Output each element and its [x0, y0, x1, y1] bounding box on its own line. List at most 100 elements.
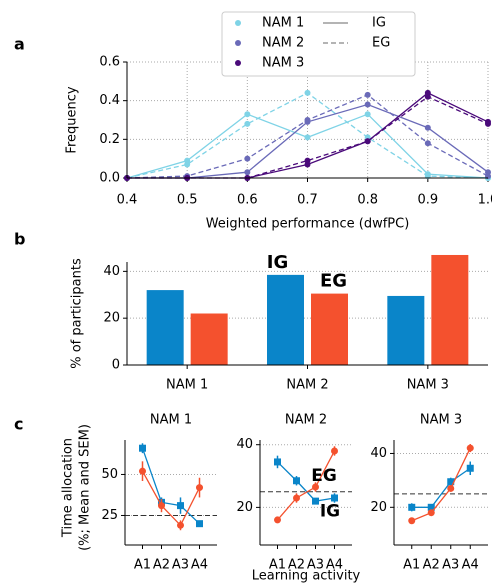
y-axis-label: Time allocation: [61, 438, 76, 538]
marker: [427, 503, 435, 511]
y-tick-label: 0.0: [99, 171, 120, 186]
series-label: IG: [320, 501, 340, 521]
marker: [196, 484, 203, 492]
point: [485, 120, 491, 127]
marker: [447, 478, 455, 486]
x-tick-label: A2: [153, 558, 170, 573]
subplot-title: NAM 2: [285, 413, 327, 428]
marker: [293, 477, 300, 485]
point: [304, 157, 311, 164]
x-tick-label: 1.0: [478, 193, 492, 208]
legend-box: [221, 11, 416, 77]
point: [244, 155, 251, 162]
x-axis-label: Learning activity: [252, 569, 361, 584]
x-tick-label: A4: [462, 558, 479, 573]
panel-label: a: [14, 35, 25, 54]
marker: [274, 458, 281, 466]
x-tick-label: A1: [134, 558, 151, 573]
x-tick-label: 0.7: [297, 193, 318, 208]
line: [277, 450, 336, 521]
x-tick-label: A3: [172, 558, 189, 573]
y-tick-label: 50: [101, 467, 118, 482]
line: [141, 447, 200, 525]
subplot-title: NAM 3: [420, 413, 462, 428]
y-tick-label: 40: [103, 264, 120, 279]
marker: [312, 497, 319, 505]
marker: [447, 484, 455, 492]
marker: [177, 521, 184, 529]
marker: [293, 494, 300, 502]
panel-label: c: [14, 415, 23, 434]
y-tick-label: 0.4: [99, 93, 120, 108]
legend-label: EG: [372, 36, 390, 51]
point: [304, 89, 311, 96]
line: [141, 470, 201, 527]
line: [411, 467, 471, 508]
point: [304, 134, 311, 141]
marker: [139, 467, 146, 475]
series-label: EG: [320, 271, 347, 292]
legend-label: NAM 3: [262, 56, 304, 71]
point: [424, 93, 431, 100]
y-tick-label: 20: [370, 500, 387, 515]
legend-label: NAM 2: [262, 36, 304, 51]
bar: [146, 290, 184, 365]
marker: [196, 520, 203, 528]
marker: [408, 503, 416, 511]
point: [424, 124, 431, 131]
y-tick-label: 25: [101, 508, 118, 523]
marker: [139, 444, 146, 452]
point: [424, 140, 431, 147]
legend-marker: [235, 60, 241, 66]
subplot-title: NAM 1: [150, 413, 192, 428]
line: [411, 447, 471, 522]
marker: [331, 447, 338, 455]
x-tick-label: NAM 2: [286, 378, 328, 393]
x-tick-label: NAM 3: [407, 378, 449, 393]
legend-marker: [235, 20, 241, 26]
marker: [466, 464, 474, 472]
x-tick-label: A2: [423, 558, 440, 573]
legend-label: NAM 1: [262, 16, 304, 31]
marker: [408, 517, 416, 525]
marker: [158, 502, 165, 510]
y-axis-label: (%; Mean and SEM): [78, 424, 93, 551]
bar: [311, 293, 348, 365]
bar: [190, 313, 228, 365]
y-tick-label: 0.6: [99, 55, 120, 70]
y-tick-label: 0.2: [99, 132, 120, 147]
legend-marker: [235, 40, 241, 46]
x-tick-label: NAM 1: [166, 378, 208, 393]
marker: [427, 509, 435, 517]
x-tick-label: A2: [288, 558, 305, 573]
marker: [312, 483, 319, 491]
x-tick-label: A3: [307, 558, 324, 573]
x-tick-label: 0.6: [237, 193, 258, 208]
x-tick-label: 0.8: [357, 193, 378, 208]
point: [364, 101, 371, 108]
marker: [331, 494, 338, 502]
x-tick-label: 0.5: [177, 193, 198, 208]
point: [244, 120, 251, 127]
bar: [431, 254, 469, 365]
point: [364, 91, 371, 98]
x-tick-label: A4: [326, 558, 343, 573]
x-axis-label: Weighted performance (dwfPC): [206, 217, 410, 232]
series-label: IG: [267, 252, 288, 273]
x-tick-label: A4: [191, 558, 208, 573]
x-tick-label: 0.4: [117, 193, 138, 208]
point: [244, 111, 251, 118]
y-tick-label: 20: [236, 500, 253, 515]
point: [244, 169, 251, 176]
y-tick-label: 40: [236, 437, 253, 452]
x-tick-label: 0.9: [417, 193, 438, 208]
bar: [387, 295, 425, 365]
x-tick-label: A3: [442, 558, 459, 573]
y-axis-label: Frequency: [65, 86, 80, 153]
point: [364, 138, 371, 145]
y-axis-label: % of participants: [70, 258, 85, 369]
point: [184, 161, 191, 168]
marker: [177, 502, 184, 510]
y-tick-label: 0: [112, 358, 120, 373]
